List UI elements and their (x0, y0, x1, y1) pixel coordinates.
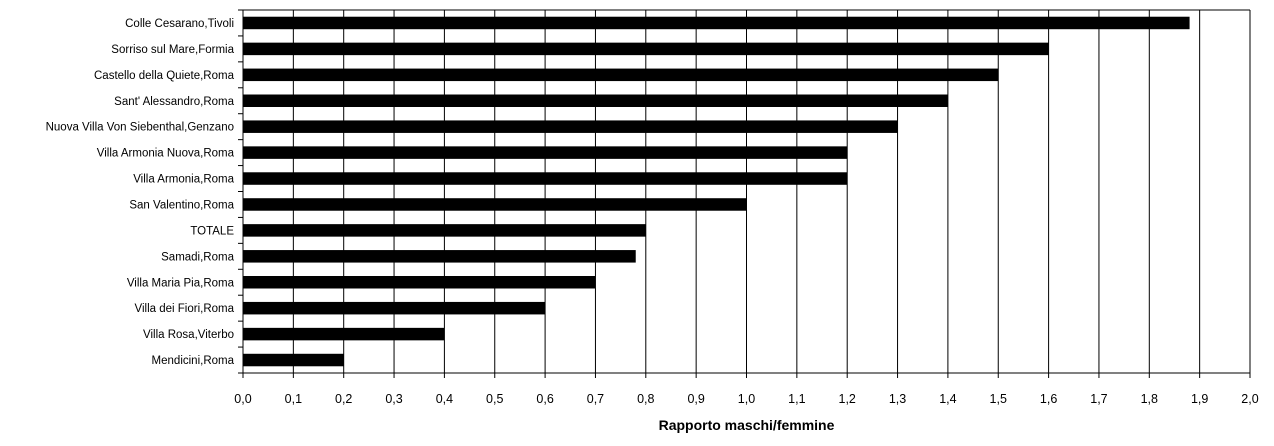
bar (243, 172, 848, 185)
x-tick-label: 2,0 (1241, 392, 1258, 406)
x-tick-label: 1,7 (1090, 392, 1107, 406)
x-tick-label: 0,8 (637, 392, 654, 406)
gridlines (243, 9, 1251, 373)
category-label: Villa Rosa,Viterbo (143, 329, 234, 341)
x-tick-label: 1,6 (1040, 392, 1057, 406)
x-tick-label: 1,1 (788, 392, 805, 406)
x-tick-label: 0,0 (234, 392, 251, 406)
bar (243, 120, 898, 133)
bar (243, 301, 546, 315)
category-label: Samadi,Roma (161, 251, 234, 263)
axes (238, 9, 1251, 378)
category-label: Mendicini,Roma (152, 355, 235, 367)
bar (243, 276, 596, 289)
x-tick-label: 0,7 (587, 392, 604, 406)
x-tick-label: 0,4 (436, 392, 453, 406)
x-tick-label: 1,9 (1191, 392, 1208, 406)
x-tick-label: 1,5 (990, 392, 1007, 406)
category-label: Villa Armonia Nuova,Roma (97, 148, 235, 160)
x-tick-label: 0,9 (687, 392, 704, 406)
bar (243, 198, 747, 211)
x-tick-label: 0,6 (536, 392, 553, 406)
x-tick-label: 1,8 (1141, 392, 1158, 406)
category-labels: Colle Cesarano,Tivoli Sorriso sul Mare,Fo… (46, 18, 235, 367)
bar (243, 327, 445, 341)
x-tick-labels: 0,0 0,1 0,2 0,3 0,4 0,5 0,6 0,7 0,8 0,9 1,0 1,1 1,2 1… (234, 392, 1258, 406)
x-tick-label: 1,2 (839, 392, 856, 406)
category-label: Villa Armonia,Roma (133, 174, 234, 186)
category-label: Colle Cesarano,Tivoli (125, 18, 234, 30)
x-tick-label: 0,3 (385, 392, 402, 406)
category-label: Sant' Alessandro,Roma (114, 96, 234, 108)
category-label: Castello della Quiete,Roma (94, 70, 235, 82)
x-tick-label: 0,5 (486, 392, 503, 406)
bar (243, 146, 848, 159)
x-tick-label: 0,2 (335, 392, 352, 406)
category-label: Nuova Villa Von Siebenthal,Genzano (46, 122, 234, 134)
category-label: Villa dei Fiori,Roma (135, 303, 235, 315)
category-label: Sorriso sul Mare,Formia (111, 44, 234, 56)
category-label: TOTALE (190, 225, 234, 237)
bar (243, 16, 1190, 30)
bar (243, 224, 646, 237)
bar (243, 42, 1049, 56)
bar (243, 353, 344, 367)
bar (243, 68, 999, 82)
bar (243, 94, 948, 107)
bar (243, 250, 636, 263)
x-tick-label: 1,3 (889, 392, 906, 406)
x-tick-label: 1,0 (738, 392, 755, 406)
x-tick-label: 0,1 (285, 392, 302, 406)
x-tick-label: 1,4 (939, 392, 956, 406)
category-label: San Valentino,Roma (129, 199, 234, 211)
bars (243, 16, 1190, 367)
category-label: Villa Maria Pia,Roma (127, 277, 235, 289)
x-axis-title: Rapporto maschi/femmine (659, 417, 835, 433)
